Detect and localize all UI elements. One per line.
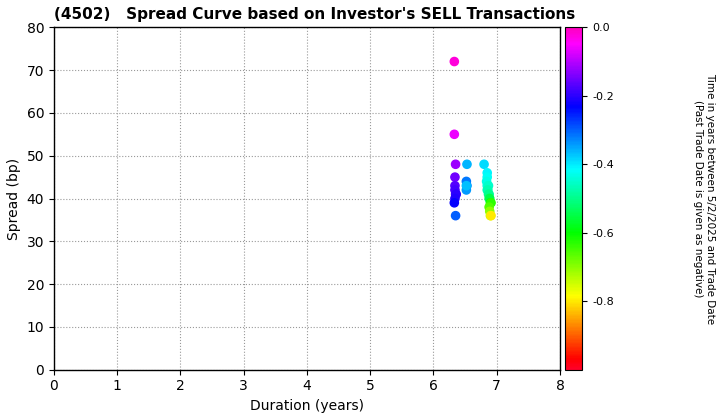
Point [449,174,461,181]
Point [449,131,460,138]
Point [478,161,490,168]
Point [482,186,494,193]
Point [449,200,460,206]
Point [449,182,461,189]
Point [482,186,493,193]
Point [449,186,461,193]
Point [482,182,494,189]
Y-axis label: Spread (bp): Spread (bp) [7,158,21,239]
Point [461,186,472,193]
Y-axis label: Time in years between 5/2/2025 and Trade Date
(Past Trade Date is given as negat: Time in years between 5/2/2025 and Trade… [693,73,715,324]
Point [485,212,496,219]
Point [483,204,495,210]
Point [450,212,462,219]
X-axis label: Duration (years): Duration (years) [250,399,364,413]
Text: (4502)   Spread Curve based on Investor's SELL Transactions: (4502) Spread Curve based on Investor's … [54,7,575,22]
Point [462,182,473,189]
Point [483,191,495,197]
Point [461,178,472,185]
Point [481,178,492,185]
Point [482,182,493,189]
Point [485,212,497,219]
Point [450,191,462,197]
Point [482,191,494,197]
Point [485,200,497,206]
Point [449,195,461,202]
Point [461,182,472,189]
Point [451,191,462,197]
Point [449,58,460,65]
Point [484,208,495,215]
Point [485,200,496,206]
Point [483,195,495,202]
Point [482,174,493,181]
Point [462,161,473,168]
Point [484,195,495,202]
Point [450,161,462,168]
Point [482,170,493,176]
